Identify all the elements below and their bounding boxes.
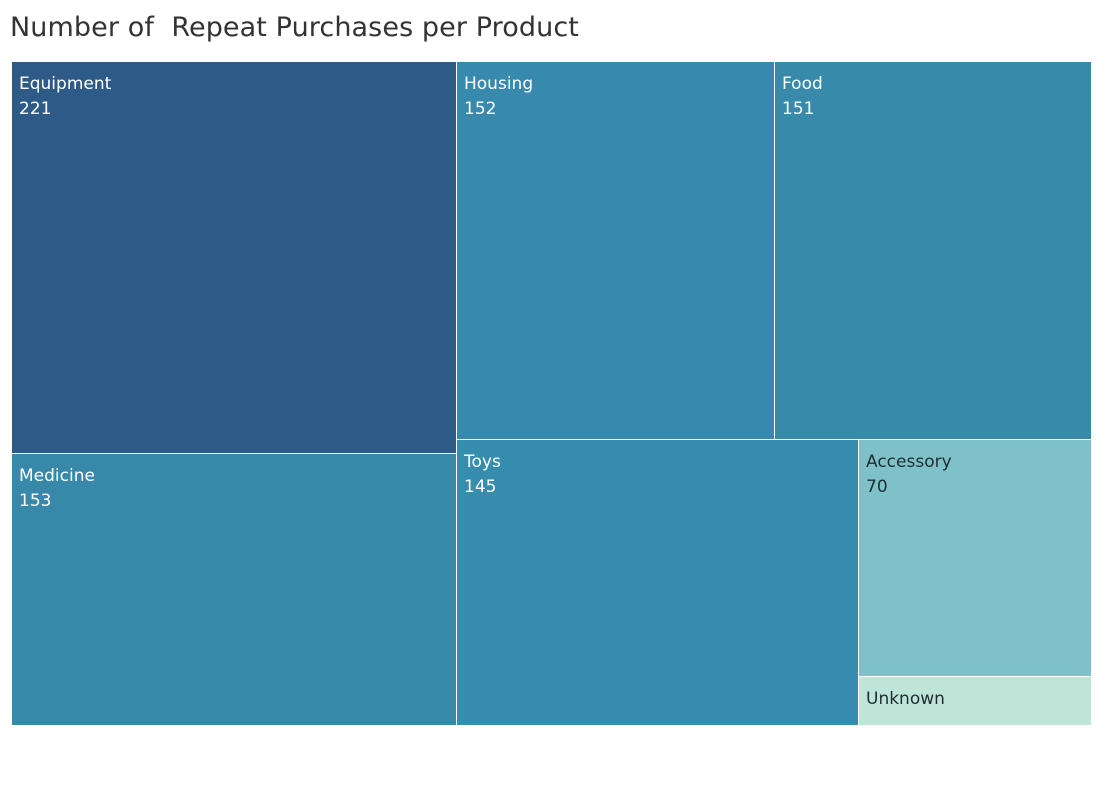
tile-category-label: Unknown <box>866 689 945 709</box>
treemap-tile-toys[interactable]: Toys 145 <box>457 440 859 726</box>
tile-label: Unknown <box>866 687 945 712</box>
treemap-tile-housing[interactable]: Housing 152 <box>457 62 775 440</box>
tile-label: Toys 145 <box>464 450 501 500</box>
tile-value-label: 151 <box>782 99 815 119</box>
treemap-tile-unknown[interactable]: Unknown <box>859 677 1092 726</box>
tile-label: Accessory 70 <box>866 450 952 500</box>
tile-value-label: 145 <box>464 477 497 497</box>
tile-value-label: 221 <box>19 99 52 119</box>
tile-category-label: Food <box>782 74 823 94</box>
treemap-tile-medicine[interactable]: Medicine 153 <box>12 454 457 726</box>
chart-title: Number of Repeat Purchases per Product <box>10 12 579 43</box>
tile-value-label: 70 <box>866 477 888 497</box>
treemap-tile-equipment[interactable]: Equipment 221 <box>12 62 457 454</box>
treemap-tile-accessory[interactable]: Accessory 70 <box>859 440 1092 677</box>
tile-label: Medicine 153 <box>19 464 95 514</box>
tile-value-label: 152 <box>464 99 497 119</box>
tile-category-label: Toys <box>464 452 501 472</box>
treemap: Equipment 221 Medicine 153 Housing 152 Food 151… <box>12 62 1092 726</box>
tile-category-label: Equipment <box>19 74 112 94</box>
tile-label: Food 151 <box>782 72 823 122</box>
tile-category-label: Medicine <box>19 466 95 486</box>
tile-category-label: Accessory <box>866 452 952 472</box>
tile-category-label: Housing <box>464 74 534 94</box>
tile-label: Housing 152 <box>464 72 533 122</box>
treemap-tile-food[interactable]: Food 151 <box>775 62 1092 440</box>
tile-label: Equipment 221 <box>19 72 111 122</box>
tile-value-label: 153 <box>19 491 52 511</box>
